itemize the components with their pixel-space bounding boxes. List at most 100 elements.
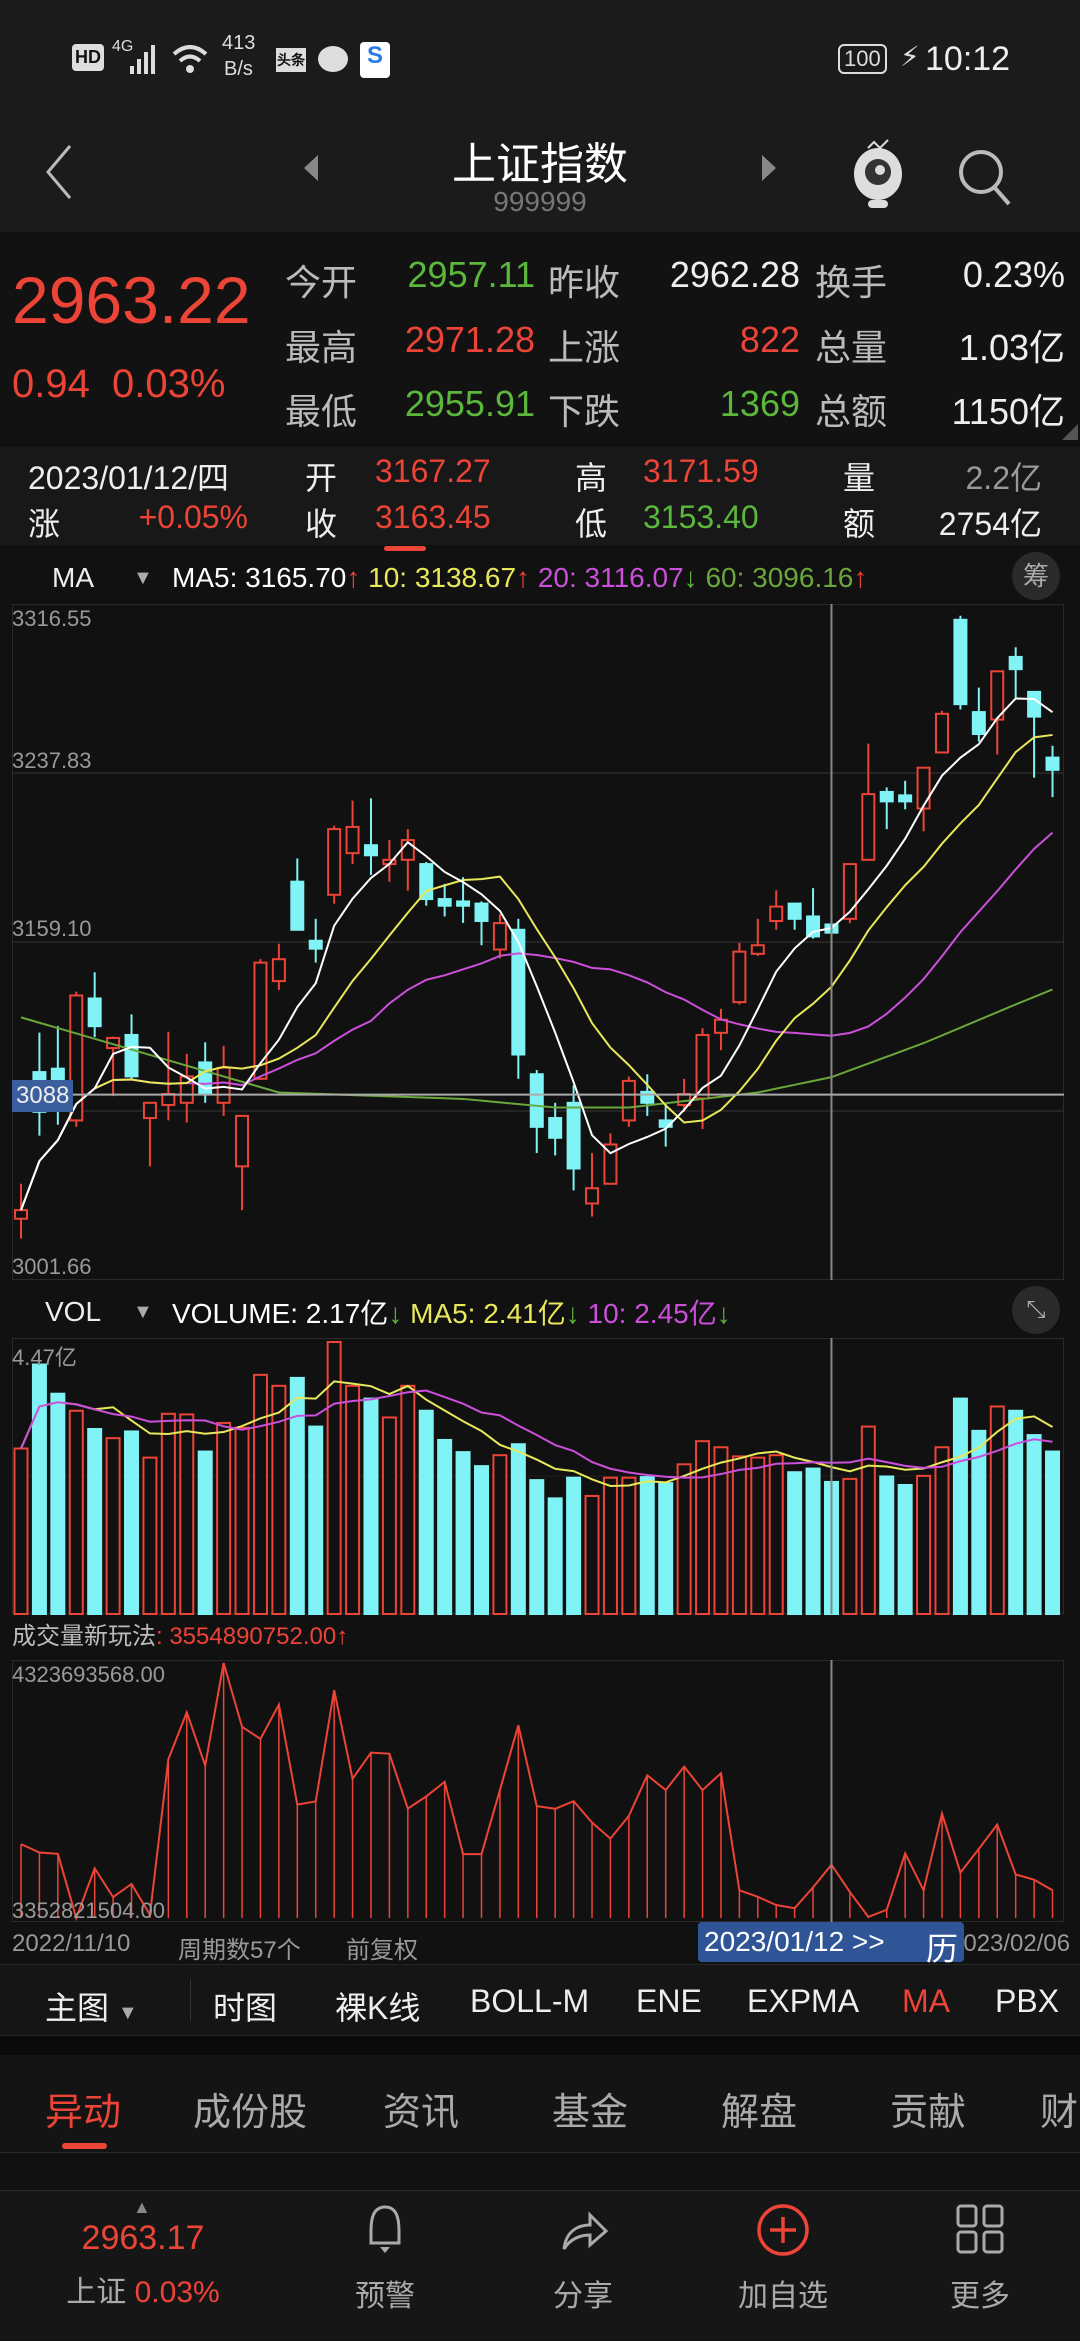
adjust-mode[interactable]: 前复权	[346, 1937, 418, 1964]
stock-code: 999999	[493, 186, 587, 217]
dropdown-icon[interactable]: ▼	[133, 566, 153, 589]
quote-value: 2962.28	[669, 254, 800, 295]
add-watchlist-button[interactable]: 加自选	[703, 2191, 863, 2341]
indicator-title: 成交量新玩法	[12, 1623, 156, 1650]
end-date: 2023/02/06	[950, 1930, 1071, 1957]
indicator-tab-time[interactable]: 时图	[213, 1990, 278, 2026]
kline-chart-frame[interactable]	[12, 604, 1064, 1280]
indicator-min-label: 3352821504.00	[12, 1898, 165, 1923]
cursor-date-badge[interactable]: 2023/01/12 >> 历	[698, 1922, 964, 1967]
news-app-icon: 头条	[276, 48, 306, 72]
cursor-date: 2023/01/12 >>	[704, 1926, 885, 1957]
tab-contribution[interactable]: 贡献	[890, 2092, 967, 2134]
tab-finance[interactable]: 财	[1040, 2092, 1079, 2134]
dropdown-icon[interactable]: ▼	[133, 1300, 153, 1323]
quote-value: 822	[739, 319, 800, 360]
indicator-tab-boll-m[interactable]: BOLL-M	[470, 1983, 590, 2019]
quote-value: 1.03亿	[958, 327, 1065, 368]
add-watchlist-label: 加自选	[738, 2280, 828, 2313]
alert-label: 预警	[355, 2280, 415, 2313]
search-icon[interactable]	[955, 144, 1015, 208]
tab-movement[interactable]: 异动	[45, 2092, 122, 2134]
volume-arrow: ↓	[388, 1298, 403, 1329]
volume-chart-frame[interactable]	[12, 1338, 1064, 1614]
battery-icon: 100	[838, 44, 887, 74]
quote-label: 最低	[285, 391, 358, 432]
quote-value: 2955.91	[404, 383, 535, 424]
indicator-tab-pbx[interactable]: PBX	[995, 1983, 1060, 2019]
quote-label: 今开	[285, 262, 358, 303]
back-icon[interactable]	[40, 142, 80, 202]
alert-button[interactable]: 预警	[305, 2191, 465, 2341]
main-chart-label: 主图	[45, 1990, 110, 2026]
indicator-tab-ma[interactable]: MA	[902, 1983, 950, 2019]
high-label: 高	[575, 460, 608, 496]
main-chart-selector[interactable]: 主图 ▼	[45, 1983, 138, 2029]
more-button[interactable]: 更多	[900, 2191, 1060, 2341]
quote-label: 换手	[815, 262, 888, 303]
bottom-bar: ▲ 2963.17 上证 0.03% 预警 分享 加自选 更多	[0, 2190, 1080, 2340]
share-button[interactable]: 分享	[503, 2191, 663, 2341]
app-header: 上证指数 999999	[0, 120, 1080, 232]
charging-icon: ⚡	[900, 41, 920, 72]
chip-distribution-button[interactable]: 筹	[1012, 552, 1060, 600]
indicator-tabs: 主图 ▼ 时图 裸K线 BOLL-M ENE EXPMA MA PBX	[0, 1964, 1080, 2036]
tab-news[interactable]: 资讯	[383, 2092, 460, 2134]
index-quote-button[interactable]: ▲ 2963.17 上证 0.03%	[63, 2191, 223, 2341]
indicator-chart-frame[interactable]	[12, 1660, 1064, 1922]
history-button[interactable]: 历	[925, 1931, 958, 1967]
vol-selector[interactable]: VOL	[45, 1296, 102, 1327]
indicator-value: : 3554890752.00	[156, 1623, 337, 1650]
ma20-value: 20: 3116.07	[537, 562, 684, 593]
ma-selector[interactable]: MA	[52, 562, 94, 593]
share-icon	[562, 2211, 609, 2250]
indicator-panel-header: 成交量新玩法: 3554890752.00↑	[12, 1616, 348, 1651]
tab-funds[interactable]: 基金	[552, 2092, 629, 2134]
amount-value: 2754亿	[938, 506, 1042, 542]
previous-stock-icon[interactable]	[300, 153, 320, 183]
candle-date: 2023/01/12/四	[28, 460, 230, 496]
indicator-tab-bare-k[interactable]: 裸K线	[335, 1990, 421, 2026]
quote-label: 总量	[815, 327, 888, 368]
divider	[190, 1979, 191, 2021]
quote-label: 上涨	[548, 327, 621, 368]
close-value: 3163.45	[375, 499, 491, 535]
quote-label: 总额	[815, 391, 888, 432]
vol-ma10-arrow: ↓	[716, 1298, 731, 1329]
clock: 10:12	[925, 40, 1011, 78]
quote-label: 下跌	[548, 391, 621, 432]
fullscreen-button[interactable]: ⤡	[1012, 1286, 1060, 1334]
indicator-tab-ene[interactable]: ENE	[636, 1983, 702, 2019]
vol-ma5-value: MA5: 2.41亿	[410, 1298, 566, 1329]
vol-max-label: 4.47亿	[12, 1345, 77, 1370]
quote-label: 昨收	[548, 262, 621, 303]
expand-corner-icon[interactable]	[1058, 424, 1078, 440]
mascot-icon[interactable]	[848, 138, 908, 214]
wifi-icon	[172, 45, 208, 73]
message-icon	[318, 46, 348, 72]
share-label: 分享	[553, 2280, 613, 2313]
y-tick-label: 3001.66	[12, 1254, 92, 1279]
dropdown-icon: ▼	[117, 2002, 138, 2024]
open-label: 开	[305, 460, 338, 496]
tab-constituents[interactable]: 成份股	[193, 2092, 308, 2134]
price-change: 0.94	[12, 362, 90, 406]
tab-analysis[interactable]: 解盘	[721, 2092, 798, 2134]
ma-legend: MA ▼ MA5: 3165.70↑ 10: 3138.67↑ 20: 3116…	[0, 552, 1080, 600]
vol-legend: VOL ▼ VOLUME: 2.17亿↓ MA5: 2.41亿↓ 10: 2.4…	[0, 1286, 1080, 1334]
ma5-arrow: ↑	[346, 562, 361, 593]
amount-label: 额	[843, 506, 876, 542]
ma60-arrow: ↑	[853, 562, 868, 593]
bottom-price: 2963.17	[81, 2219, 205, 2257]
quote-value: 2957.11	[407, 254, 535, 295]
quote-label: 最高	[285, 327, 358, 368]
start-date: 2022/11/10	[12, 1930, 131, 1957]
indicator-tab-expma[interactable]: EXPMA	[747, 1983, 860, 2019]
section-separator	[0, 2036, 1080, 2055]
next-stock-icon[interactable]	[760, 153, 780, 183]
bell-icon	[369, 2205, 401, 2253]
net-speed-unit: B/s	[224, 58, 253, 80]
open-value: 3167.27	[375, 453, 491, 489]
low-label: 低	[575, 506, 608, 542]
quote-summary: 2963.22 0.94 0.03% 今开 2957.11 昨收 2962.28 换手 0…	[0, 232, 1080, 442]
